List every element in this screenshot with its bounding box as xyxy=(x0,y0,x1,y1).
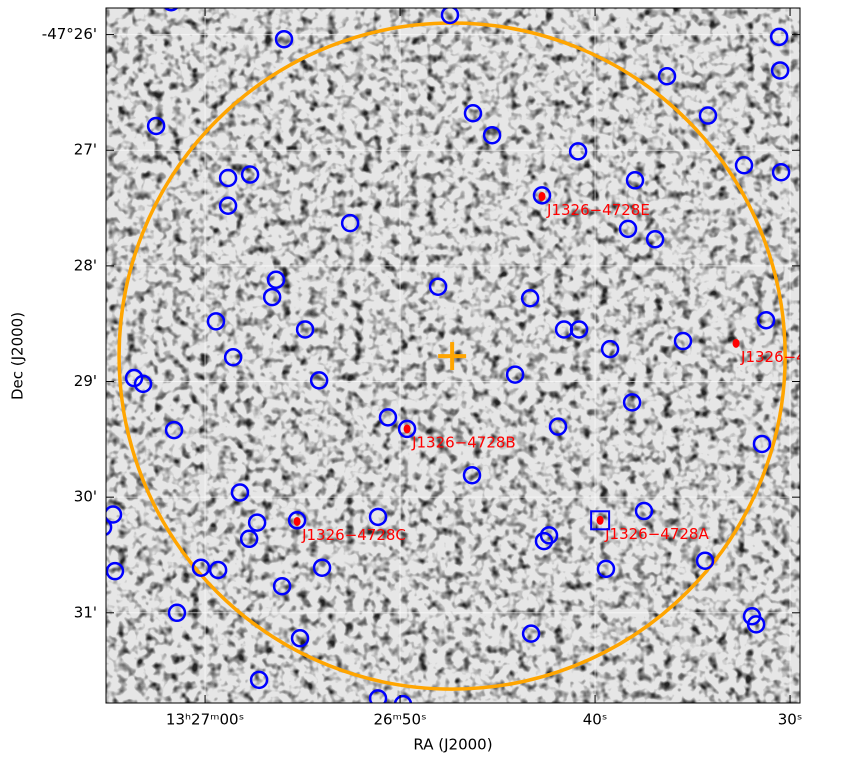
source-circle xyxy=(393,694,413,703)
source-circle xyxy=(618,219,638,239)
source-circle xyxy=(625,171,645,190)
x-tick-label: 30ˢ xyxy=(778,711,803,729)
source-circle xyxy=(569,320,589,339)
source-circle xyxy=(645,230,665,249)
target-dot xyxy=(403,424,411,434)
source-circle xyxy=(695,551,715,571)
y-axis-label: Dec (J2000) xyxy=(9,312,27,400)
source-circle xyxy=(673,331,693,351)
source-circle xyxy=(223,347,243,367)
source-circle xyxy=(206,312,226,331)
source-circle xyxy=(505,365,525,384)
source-circle xyxy=(746,615,766,634)
source-circle xyxy=(230,483,250,502)
source-circle xyxy=(734,156,754,175)
source-circle xyxy=(274,29,294,49)
source-circle xyxy=(240,165,260,184)
source-circle xyxy=(218,196,238,215)
source-circle xyxy=(106,505,123,524)
source-circle xyxy=(521,624,541,643)
source-circle xyxy=(272,576,292,596)
target-label: J1326−4728B xyxy=(411,433,516,451)
source-circle xyxy=(600,339,620,359)
source-circle xyxy=(462,465,482,485)
source-circle xyxy=(657,66,677,86)
y-tick-label: 28' xyxy=(74,256,97,274)
x-axis-label: RA (J2000) xyxy=(413,736,492,754)
source-circle xyxy=(568,142,588,161)
y-tick-label: -47°26' xyxy=(42,25,97,43)
source-circle xyxy=(133,374,153,394)
source-circle xyxy=(312,558,332,577)
source-circle xyxy=(163,8,179,12)
source-circle xyxy=(247,513,267,532)
target-dot xyxy=(596,515,604,525)
source-circle xyxy=(368,689,388,703)
target-label: J1326−4728E xyxy=(546,201,650,219)
y-tick-label: 27' xyxy=(74,141,97,159)
y-tick-label: 30' xyxy=(74,488,97,506)
source-circle xyxy=(378,408,398,427)
source-circle xyxy=(295,320,315,339)
source-circle xyxy=(463,103,483,123)
source-circle xyxy=(208,560,228,580)
source-circle xyxy=(428,277,448,296)
source-circle xyxy=(262,287,282,307)
source-circle xyxy=(239,529,259,549)
source-circle xyxy=(106,518,113,536)
source-circle xyxy=(482,125,502,145)
source-circle xyxy=(622,393,642,412)
axes-frame xyxy=(105,7,801,704)
source-circle xyxy=(164,420,184,440)
source-circle xyxy=(368,507,388,527)
target-dot xyxy=(538,191,546,201)
source-circle xyxy=(520,289,540,308)
target-dot xyxy=(732,338,740,348)
source-circle xyxy=(287,511,307,530)
source-circle xyxy=(548,417,568,436)
source-circle xyxy=(752,434,772,454)
source-circle xyxy=(698,106,718,125)
source-circle xyxy=(634,501,654,521)
source-circle xyxy=(167,603,187,623)
source-circle xyxy=(218,168,238,188)
source-circle xyxy=(106,561,125,581)
y-tick-label: 31' xyxy=(74,603,97,621)
source-circle xyxy=(770,61,790,80)
source-circle xyxy=(397,419,417,439)
source-circle xyxy=(290,628,310,648)
source-circle xyxy=(309,371,329,390)
x-tick-label: 13ʰ27ᵐ00ˢ xyxy=(166,711,244,729)
y-tick-label: 29' xyxy=(74,372,97,390)
x-tick-label: 40ˢ xyxy=(583,711,608,729)
plot-area: J1326−4728E J1326−4728D J1326−4728B J1326−4… xyxy=(106,8,846,703)
source-circle xyxy=(771,162,791,182)
source-circle xyxy=(266,270,286,290)
source-circle xyxy=(769,27,789,47)
target-box xyxy=(590,510,611,531)
target-label: J1326−4728D xyxy=(740,348,846,366)
source-circle xyxy=(440,8,460,25)
source-circle xyxy=(146,116,166,136)
x-tick-label: 26ᵐ50ˢ xyxy=(373,711,426,729)
target-dot xyxy=(293,516,301,526)
source-circle xyxy=(596,559,616,579)
source-circle xyxy=(539,526,559,545)
target-label: J1326−4728A xyxy=(604,525,709,543)
target-label: J1326−4728C xyxy=(301,526,406,544)
source-circle xyxy=(249,670,269,690)
source-circle xyxy=(756,310,776,330)
source-circle xyxy=(532,186,552,205)
source-circle xyxy=(340,213,360,233)
source-circle xyxy=(191,558,211,577)
source-circle xyxy=(534,531,554,551)
